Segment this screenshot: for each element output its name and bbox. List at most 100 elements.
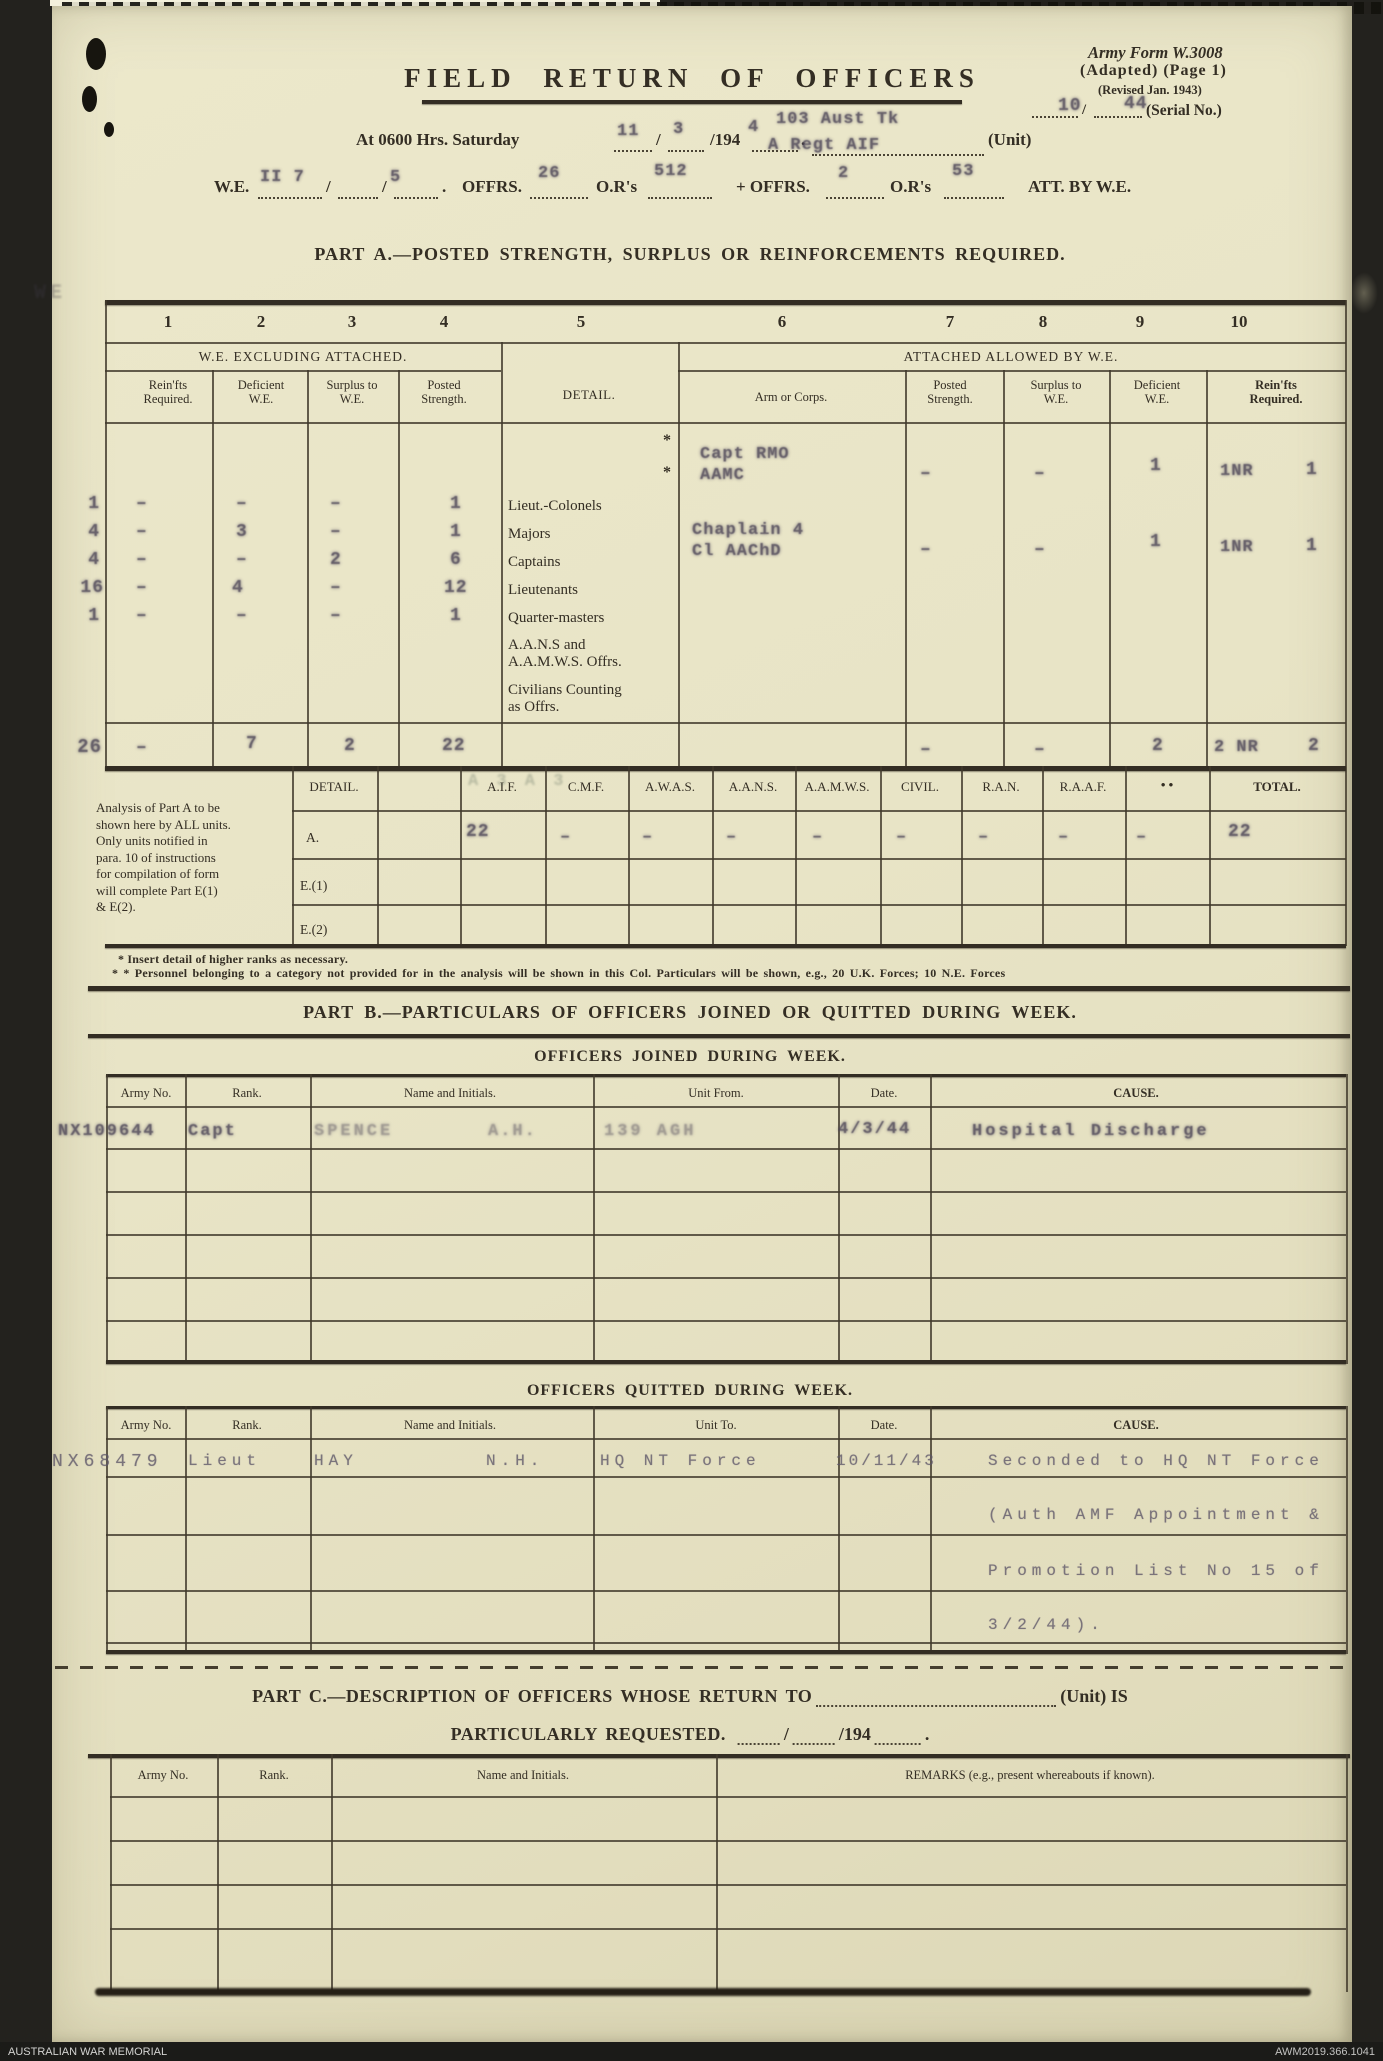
- typed-cell: –: [236, 606, 248, 626]
- typed-joined-unit-from: 139 AGH: [604, 1122, 697, 1141]
- we-dot: .: [442, 177, 447, 196]
- typed-unit-line1: 103 Aust Tk: [776, 110, 900, 129]
- typed-analysis: –: [896, 828, 908, 847]
- typed-cell: –: [136, 522, 148, 542]
- typed-joined-initials: A.H.: [488, 1122, 537, 1141]
- we-slash-2: /: [382, 177, 387, 196]
- col-number-3: 3: [347, 312, 357, 331]
- typed-month: 3: [673, 120, 685, 139]
- we-dots-1: [258, 181, 322, 199]
- table-rule: [110, 1928, 1346, 1930]
- form-paper: [52, 6, 1352, 2042]
- dots: [874, 1729, 921, 1745]
- typed-cell: –: [136, 550, 148, 570]
- grid-line: [1345, 300, 1347, 946]
- table-rule: [106, 1476, 1346, 1478]
- typed-analysis: –: [560, 828, 572, 847]
- typed-unit-line2: A Regt AIF: [768, 136, 881, 155]
- ors2-label: O.R's: [890, 177, 932, 196]
- joined-header-name: Name and Initials.: [404, 1086, 496, 1100]
- typed-cell: 4: [232, 578, 244, 598]
- typed-total: 2: [344, 736, 356, 756]
- paper-damage-hole: [86, 38, 106, 70]
- joined-header-unit-from: Unit From.: [688, 1086, 744, 1100]
- col-header-att-posted-strength: Posted Strength.: [927, 378, 973, 407]
- table-rule: [110, 1884, 1346, 1886]
- col-header-att-deficient-we: Deficient W.E.: [1133, 378, 1181, 407]
- col-number-8: 8: [1038, 312, 1048, 331]
- grid-line: [110, 1754, 112, 1992]
- grid-line: [217, 1754, 219, 1992]
- serial-slash: /: [1082, 102, 1087, 118]
- typed-ors: 512: [654, 162, 688, 181]
- perforation-line: [55, 1666, 1351, 1669]
- part-c-requested-text: PARTICULARLY REQUESTED.: [450, 1724, 726, 1744]
- form-adapted-note: (Adapted) (Page 1): [1080, 62, 1227, 79]
- analysis-note: Analysis of Part A to be shown here by A…: [96, 800, 231, 914]
- att-by-we-label: ATT. BY W.E.: [1028, 177, 1132, 196]
- quitted-header-rank: Rank.: [232, 1418, 262, 1432]
- typed-year: 4: [748, 118, 760, 137]
- grid-line: [105, 300, 107, 768]
- col-number-1: 1: [163, 312, 173, 331]
- grid-line: [1206, 370, 1208, 768]
- grid-line: [460, 766, 462, 946]
- grid-line: [1125, 766, 1127, 946]
- analysis-col-total: TOTAL.: [1253, 779, 1301, 794]
- title-underline: [422, 100, 962, 104]
- analysis-col-aamws: A.A.M.W.S.: [804, 779, 870, 794]
- typed-we-figure: 4: [88, 522, 100, 542]
- typed-cell: –: [136, 494, 148, 514]
- grid-line: [501, 342, 503, 768]
- typed-serial-year: 44: [1124, 94, 1148, 114]
- grid-line: [185, 1406, 187, 1654]
- table-rule: [105, 766, 1346, 771]
- table-rule: [105, 722, 1346, 724]
- table-rule: [106, 1650, 1346, 1654]
- grid-line: [838, 1406, 840, 1654]
- typed-cell: 1: [450, 522, 462, 542]
- table-rule: [105, 944, 1346, 948]
- grid-line: [930, 1406, 932, 1654]
- date-line-prefix: At 0600 Hrs. Saturday: [356, 130, 520, 149]
- part-c-heading-text: PART C.—DESCRIPTION OF OFFICERS WHOSE RE…: [252, 1686, 813, 1706]
- grid-line: [1346, 1754, 1348, 1992]
- date-slash: /: [656, 130, 661, 149]
- col-number-5: 5: [576, 312, 586, 331]
- table-rule: [106, 1106, 1346, 1108]
- analysis-col-aif: A.I.F.: [487, 779, 517, 794]
- grid-line: [628, 766, 630, 946]
- typed-cell: –: [330, 522, 342, 542]
- typed-plus-offrs: 2: [838, 164, 850, 183]
- dot: .: [924, 1724, 930, 1744]
- offrs-dots: [530, 181, 588, 199]
- col-number-9: 9: [1135, 312, 1145, 331]
- typed-cell: 3: [236, 522, 248, 542]
- table-rule: [106, 1074, 1346, 1077]
- serial-label: (Serial No.): [1146, 102, 1222, 119]
- margin-we-stamp: WE: [34, 282, 67, 305]
- col-number-10: 10: [1230, 312, 1248, 331]
- typed-cell: –: [236, 494, 248, 514]
- typed-cell: 1NR: [1220, 538, 1254, 557]
- serial-dotted-line: [1032, 100, 1078, 118]
- grid-line: [716, 1754, 718, 1992]
- detail-row-label: Civilians Counting as Offrs.: [508, 682, 622, 715]
- part-c-header-name: Name and Initials.: [477, 1768, 569, 1782]
- typed-cell: –: [920, 464, 932, 484]
- table-rule: [106, 1277, 1346, 1279]
- part-c-heading-line2: PARTICULARLY REQUESTED. / /194 .: [450, 1724, 930, 1745]
- table-rule: [292, 904, 1346, 906]
- grid-line: [310, 1406, 312, 1654]
- joined-header-cause: CAUSE.: [1113, 1086, 1159, 1100]
- col-number-2: 2: [256, 312, 266, 331]
- typed-arm-or-corps: Chaplain 4 Cl AAChD: [692, 521, 805, 561]
- grid-line: [1346, 1074, 1348, 1364]
- ghost-typing: A 3 A 3: [468, 772, 568, 791]
- joined-header-date: Date.: [870, 1086, 898, 1100]
- detail-asterisk-2: *: [663, 464, 671, 481]
- typed-serial-week: 10: [1058, 96, 1082, 116]
- typed-cell: –: [136, 606, 148, 626]
- detail-row-label: Lieut.-Colonels: [508, 498, 602, 514]
- table-rule: [105, 422, 1346, 424]
